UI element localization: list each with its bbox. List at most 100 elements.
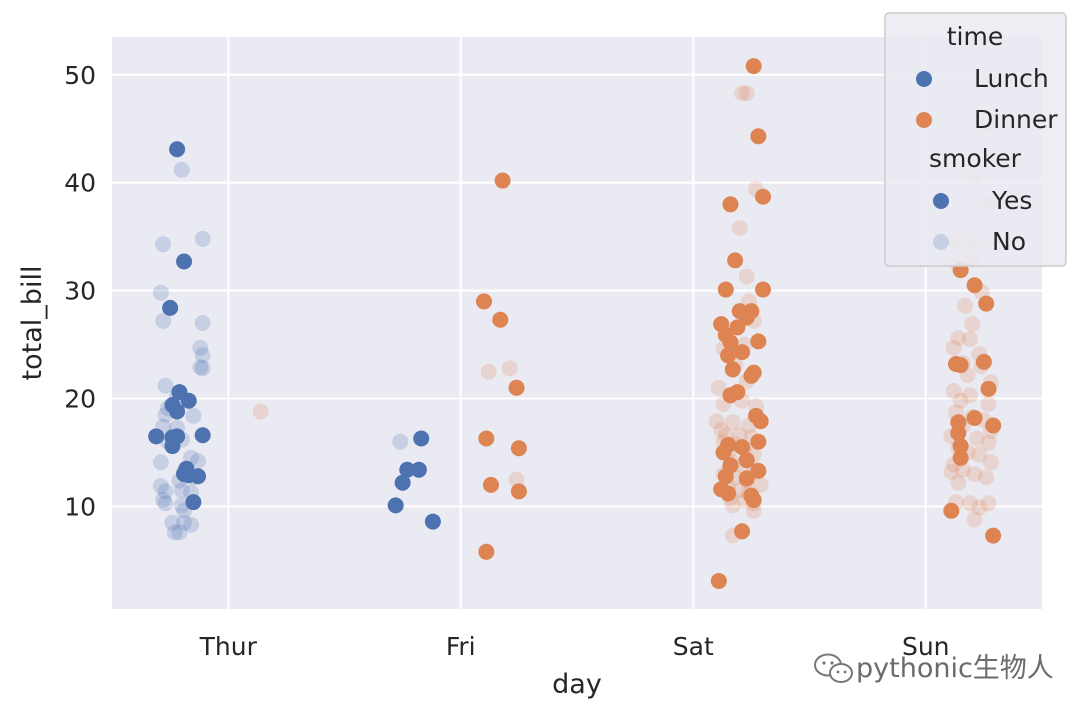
- point-dinner-no-2: [501, 360, 518, 377]
- point-dinner-no-88: [980, 495, 997, 512]
- point-dinner-yes-33: [750, 433, 767, 450]
- point-lunch-no-29: [155, 491, 172, 508]
- point-dinner-no-91: [966, 511, 983, 528]
- point-dinner-no-24: [731, 427, 748, 444]
- point-dinner-no-85: [978, 469, 995, 486]
- point-lunch-no-25: [152, 477, 169, 494]
- point-lunch-no-9: [194, 360, 211, 377]
- y-tick-label-10: 10: [64, 492, 96, 521]
- point-dinner-no-65: [945, 382, 962, 399]
- legend-label-dinner: Dinner: [974, 105, 1058, 134]
- y-tick-labels: 10 20 30 40 50: [64, 61, 96, 522]
- point-dinner-yes-6: [482, 476, 499, 493]
- point-dinner-yes-2: [492, 311, 509, 328]
- wechat-icon: [814, 653, 853, 683]
- point-dinner-no-1: [480, 363, 497, 380]
- x-axis-label: day: [552, 669, 602, 700]
- point-lunch-no-4: [155, 312, 172, 329]
- point-dinner-yes-25: [720, 347, 737, 364]
- data-points: [148, 58, 1002, 589]
- point-dinner-yes-24: [734, 344, 751, 361]
- point-lunch-no-10: [157, 377, 174, 394]
- point-dinner-no-80: [982, 454, 999, 471]
- point-dinner-yes-45: [745, 491, 762, 508]
- point-lunch-yes-21: [413, 430, 430, 447]
- point-lunch-no-2: [155, 236, 172, 253]
- point-lunch-yes-7: [169, 403, 186, 420]
- point-dinner-yes-60: [952, 449, 969, 466]
- point-lunch-no-0: [173, 161, 190, 178]
- point-dinner-yes-23: [750, 333, 767, 350]
- point-dinner-no-87: [961, 495, 978, 512]
- point-dinner-yes-14: [755, 281, 771, 298]
- point-dinner-yes-30: [722, 387, 739, 404]
- point-lunch-yes-2: [176, 253, 193, 270]
- point-dinner-no-22: [713, 421, 730, 438]
- point-dinner-no-75: [968, 430, 985, 447]
- point-dinner-no-56: [964, 316, 981, 333]
- point-lunch-no-38: [392, 433, 409, 450]
- point-dinner-yes-53: [952, 357, 969, 374]
- legend-marker-yes: [933, 193, 949, 209]
- point-dinner-no-84: [943, 463, 960, 480]
- point-lunch-yes-19: [399, 461, 416, 478]
- point-dinner-no-76: [980, 434, 997, 451]
- y-tick-label-50: 50: [64, 61, 96, 90]
- watermark: pythonic生物人: [814, 653, 1054, 684]
- x-tick-label-sun: Sun: [902, 632, 950, 661]
- point-dinner-no-86: [950, 474, 967, 491]
- point-dinner-yes-50: [978, 295, 995, 312]
- x-tick-label-sat: Sat: [673, 632, 714, 661]
- point-dinner-yes-10: [750, 128, 767, 145]
- point-lunch-no-36: [166, 524, 183, 541]
- point-dinner-yes-9: [745, 58, 762, 75]
- point-dinner-yes-40: [717, 468, 734, 485]
- point-dinner-yes-20: [729, 319, 746, 336]
- point-dinner-yes-61: [943, 502, 960, 519]
- point-dinner-yes-8: [478, 543, 495, 560]
- point-dinner-no-0: [252, 403, 269, 420]
- point-dinner-yes-43: [720, 485, 737, 502]
- legend-title-time: time: [947, 22, 1003, 51]
- point-lunch-yes-1: [169, 141, 186, 158]
- point-dinner-no-90: [971, 499, 988, 516]
- point-dinner-yes-7: [510, 483, 527, 500]
- legend-label-lunch: Lunch: [974, 64, 1049, 93]
- point-dinner-yes-3: [508, 379, 525, 396]
- point-dinner-yes-55: [966, 409, 983, 426]
- point-lunch-yes-22: [424, 513, 441, 530]
- point-lunch-no-30: [157, 495, 174, 512]
- point-dinner-no-5: [738, 85, 755, 102]
- point-dinner-yes-59: [952, 438, 969, 455]
- point-lunch-no-3: [152, 284, 169, 301]
- legend-marker-lunch: [916, 71, 932, 87]
- point-dinner-yes-37: [738, 452, 755, 469]
- point-dinner-yes-34: [734, 439, 751, 456]
- legend-label-no: No: [992, 227, 1026, 256]
- legend-label-yes: Yes: [991, 186, 1032, 215]
- point-dinner-no-79: [971, 446, 988, 463]
- point-lunch-no-5: [194, 315, 211, 331]
- point-lunch-yes-18: [394, 474, 411, 491]
- point-lunch-yes-9: [148, 428, 165, 445]
- y-tick-label-40: 40: [64, 169, 96, 198]
- point-dinner-yes-0: [494, 172, 511, 189]
- point-dinner-no-55: [957, 297, 974, 314]
- point-dinner-yes-46: [734, 523, 751, 540]
- point-lunch-no-26: [157, 483, 174, 500]
- watermark-text: pythonic生物人: [856, 653, 1054, 684]
- point-dinner-yes-32: [752, 413, 769, 430]
- point-dinner-yes-57: [985, 417, 1002, 434]
- point-dinner-yes-11: [755, 188, 771, 205]
- point-lunch-no-21: [152, 454, 169, 471]
- point-lunch-no-33: [164, 514, 181, 531]
- point-dinner-yes-22: [722, 334, 739, 351]
- point-lunch-no-37: [171, 524, 188, 541]
- point-dinner-no-66: [961, 387, 978, 404]
- point-dinner-no-83: [966, 466, 983, 483]
- y-tick-label-20: 20: [64, 385, 96, 414]
- point-lunch-yes-11: [164, 438, 181, 455]
- point-lunch-yes-17: [387, 497, 404, 514]
- point-dinner-no-67: [952, 392, 969, 409]
- point-dinner-no-19: [708, 413, 725, 430]
